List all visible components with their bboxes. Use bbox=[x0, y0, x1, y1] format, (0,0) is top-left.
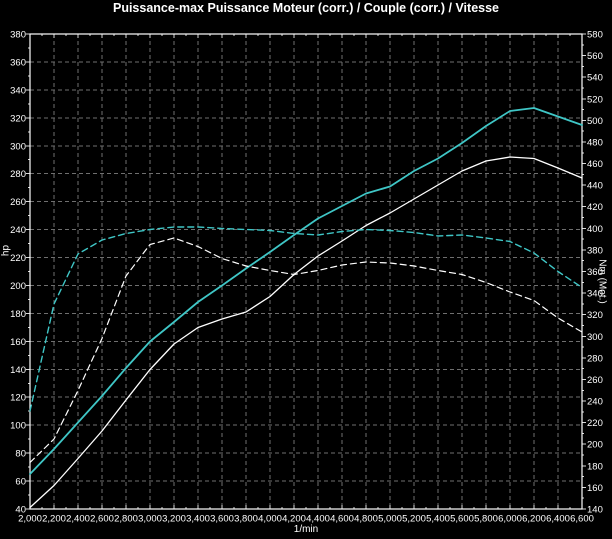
x-axis-tick-label: 5,600 bbox=[450, 514, 474, 525]
x-axis-tick-label: 6,600 bbox=[570, 514, 594, 525]
left-axis-tick-label: 140 bbox=[10, 365, 26, 376]
left-axis-tick-label: 100 bbox=[10, 421, 26, 432]
curve-couple-corr-tuned bbox=[29, 226, 583, 412]
x-axis-tick-label: 4,600 bbox=[330, 514, 354, 525]
right-axis-tick-label: 540 bbox=[587, 73, 603, 84]
right-axis-tick-label: 480 bbox=[587, 138, 603, 149]
right-axis-tick-label: 420 bbox=[587, 202, 603, 213]
left-axis-tick-label: 220 bbox=[10, 253, 26, 264]
right-axis-tick-label: 340 bbox=[587, 289, 603, 300]
chart-title: Puissance-max Puissance Moteur (corr.) /… bbox=[112, 1, 500, 15]
curve-puissance-corr-tuned bbox=[29, 107, 583, 475]
x-axis-tick-label: 2,000 bbox=[18, 514, 42, 525]
right-axis-tick-label: 520 bbox=[587, 95, 603, 106]
left-axis-tick-label: 200 bbox=[10, 281, 26, 292]
x-axis-tick-label: 2,800 bbox=[114, 514, 138, 525]
right-axis-tick-label: 240 bbox=[587, 397, 603, 408]
x-axis-unit-label: 1/min bbox=[293, 524, 319, 535]
curve-couple-corr-origine bbox=[29, 237, 583, 464]
x-axis-tick-label: 2,200 bbox=[42, 514, 66, 525]
x-axis-tick-label: 4,200 bbox=[282, 514, 306, 525]
right-axis-tick-label: 140 bbox=[587, 505, 603, 516]
right-axis-tick-label: 360 bbox=[587, 267, 603, 278]
x-axis-tick-label: 6,200 bbox=[522, 514, 546, 525]
x-axis-tick-label: 3,600 bbox=[210, 514, 234, 525]
right-axis-tick-label: 500 bbox=[587, 116, 603, 127]
left-axis-tick-label: 360 bbox=[10, 58, 26, 69]
x-axis-tick-label: 5,200 bbox=[402, 514, 426, 525]
left-axis-tick-label: 60 bbox=[15, 477, 26, 488]
right-axis-tick-label: 200 bbox=[587, 440, 603, 451]
left-axis-tick-label: 180 bbox=[10, 309, 26, 320]
x-axis-tick-label: 5,400 bbox=[426, 514, 450, 525]
right-axis-tick-label: 280 bbox=[587, 354, 603, 365]
left-axis-tick-label: 260 bbox=[10, 197, 26, 208]
right-axis-tick-label: 260 bbox=[587, 375, 603, 386]
x-axis-tick-label: 5,800 bbox=[474, 514, 498, 525]
x-axis-tick-label: 3,400 bbox=[186, 514, 210, 525]
x-axis-tick-label: 4,400 bbox=[306, 514, 330, 525]
right-axis-tick-label: 180 bbox=[587, 462, 603, 473]
left-axis-tick-label: 40 bbox=[15, 505, 26, 516]
right-axis-tick-label: 380 bbox=[587, 246, 603, 257]
left-axis-tick-label: 280 bbox=[10, 169, 26, 180]
x-axis-tick-label: 3,200 bbox=[162, 514, 186, 525]
left-axis-tick-label: 320 bbox=[10, 114, 26, 125]
x-axis-tick-label: 6,400 bbox=[546, 514, 570, 525]
right-axis-tick-label: 400 bbox=[587, 224, 603, 235]
left-axis-tick-label: 300 bbox=[10, 142, 26, 153]
right-axis-unit-label: Nm (Mot.) bbox=[596, 259, 608, 304]
left-axis-unit-label: hp bbox=[0, 244, 12, 257]
left-axis-tick-label: 160 bbox=[10, 337, 26, 348]
x-axis-tick-label: 4,800 bbox=[354, 514, 378, 525]
right-axis-tick-label: 160 bbox=[587, 483, 603, 494]
left-axis-tick-label: 340 bbox=[10, 86, 26, 97]
x-axis-tick-label: 2,600 bbox=[90, 514, 114, 525]
x-axis-tick-label: 4,000 bbox=[258, 514, 282, 525]
x-axis-tick-label: 3,000 bbox=[138, 514, 162, 525]
right-axis-tick-label: 580 bbox=[587, 30, 603, 41]
x-axis-tick-label: 3,800 bbox=[234, 514, 258, 525]
left-axis-tick-label: 380 bbox=[10, 30, 26, 41]
right-axis-tick-label: 300 bbox=[587, 332, 603, 343]
right-axis-tick-label: 320 bbox=[587, 310, 603, 321]
curve-puissance-corr-origine bbox=[29, 156, 583, 509]
left-axis-tick-label: 80 bbox=[15, 449, 26, 460]
left-axis-tick-label: 240 bbox=[10, 225, 26, 236]
x-axis-tick-label: 5,000 bbox=[378, 514, 402, 525]
left-axis-tick-label: 120 bbox=[10, 393, 26, 404]
right-axis-tick-label: 560 bbox=[587, 51, 603, 62]
right-axis-tick-label: 440 bbox=[587, 181, 603, 192]
x-axis-tick-label: 6,000 bbox=[498, 514, 522, 525]
x-axis-tick-label: 2,400 bbox=[66, 514, 90, 525]
plot-frame bbox=[29, 33, 583, 510]
right-axis-tick-label: 460 bbox=[587, 159, 603, 170]
right-axis-tick-label: 220 bbox=[587, 418, 603, 429]
